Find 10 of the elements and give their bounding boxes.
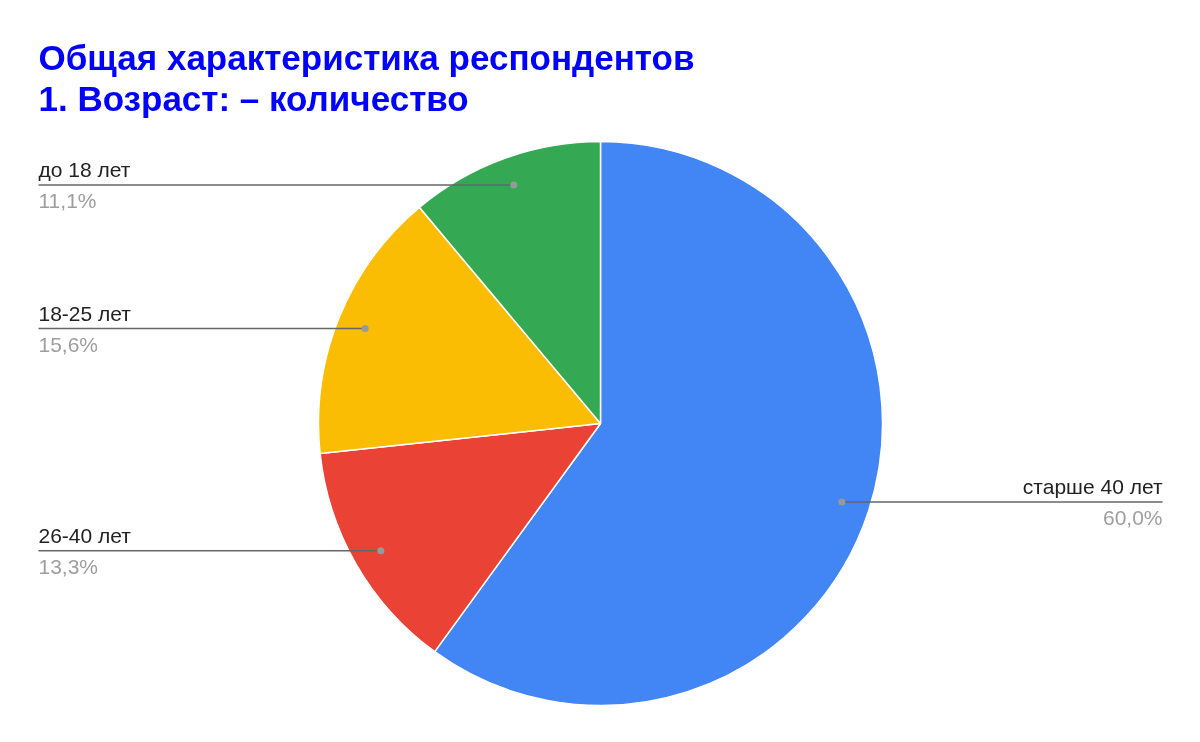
slice-label: старше 40 лет <box>1022 474 1163 498</box>
slice-label: до 18 лет <box>38 157 131 181</box>
slice-label: 18-25 лет <box>38 301 132 325</box>
data-label: 13,3% <box>38 554 99 578</box>
chart-title: Общая характеристика респондентов <box>38 38 695 77</box>
data-label: 60,0% <box>1102 505 1163 529</box>
data-label: 11,1% <box>38 188 97 212</box>
data-label: 15,6% <box>38 332 99 356</box>
slice-label: 26-40 лет <box>38 523 132 547</box>
chart-subtitle: 1. Возраст: – количество <box>38 79 469 118</box>
